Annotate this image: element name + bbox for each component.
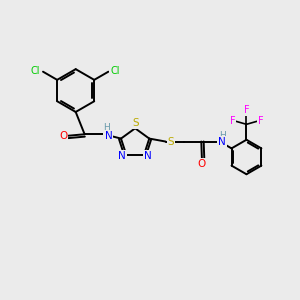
Text: O: O	[198, 159, 206, 169]
Text: Cl: Cl	[31, 66, 40, 76]
Text: F: F	[258, 116, 263, 126]
Text: H: H	[103, 123, 110, 132]
Text: N: N	[104, 131, 112, 141]
Text: N: N	[145, 151, 152, 161]
Text: F: F	[244, 105, 249, 115]
Text: Cl: Cl	[110, 66, 120, 76]
Text: O: O	[59, 131, 67, 141]
Text: S: S	[132, 118, 139, 128]
Text: N: N	[118, 151, 126, 161]
Text: F: F	[230, 116, 235, 126]
Text: S: S	[168, 136, 174, 146]
Text: N: N	[218, 137, 226, 147]
Text: H: H	[219, 130, 226, 140]
